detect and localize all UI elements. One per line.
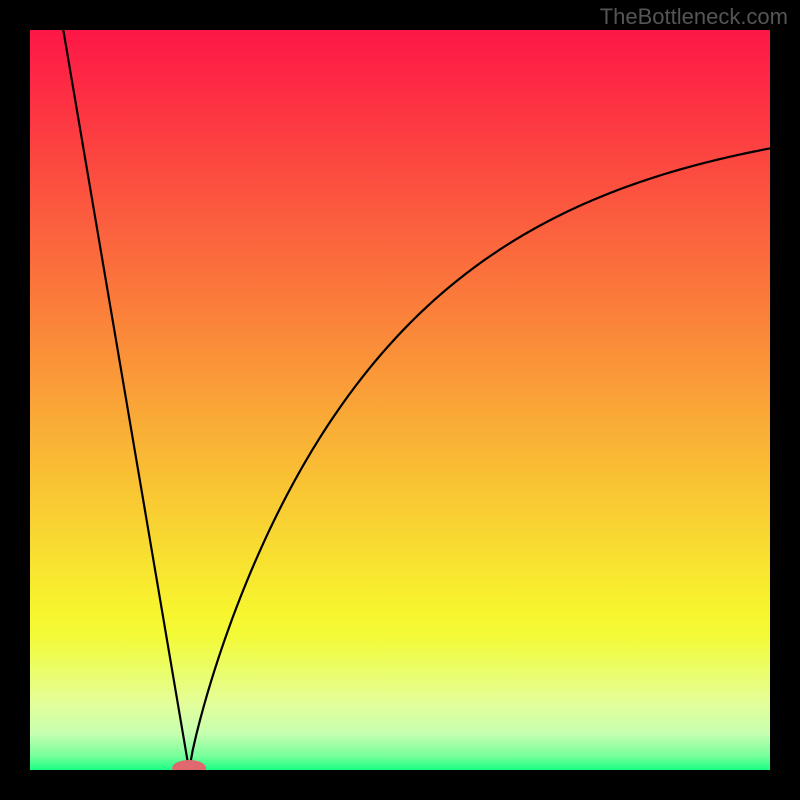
watermark-text: TheBottleneck.com xyxy=(600,4,788,30)
bottleneck-chart xyxy=(0,0,800,800)
chart-container: TheBottleneck.com xyxy=(0,0,800,800)
plot-background xyxy=(30,30,770,770)
